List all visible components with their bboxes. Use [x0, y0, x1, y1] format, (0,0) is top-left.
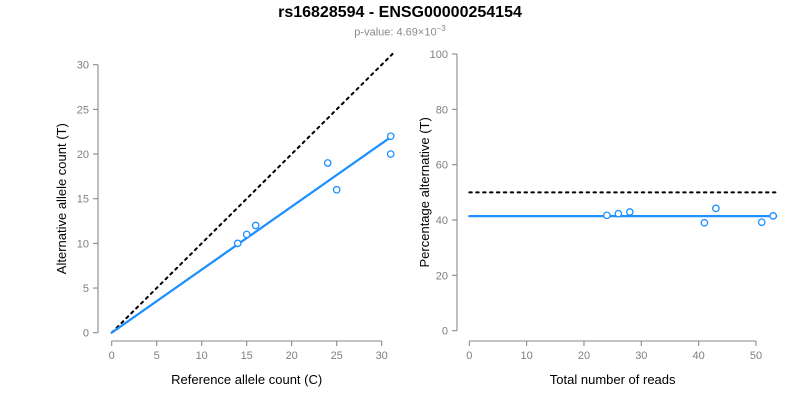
y-tick-label: 60	[436, 160, 448, 172]
y-tick-label: 40	[436, 215, 448, 227]
y-tick-label: 10	[77, 238, 89, 250]
y-tick-label: 0	[442, 326, 448, 338]
x-tick-label: 5	[154, 350, 160, 362]
data-point	[242, 230, 251, 239]
x-tick-label: 30	[376, 350, 388, 362]
x-tick-label: 40	[693, 350, 705, 362]
allele-counts-chart: 0 5 10 15 20 25 30 0 5 10 15 20 25 30 Reference allele…	[54, 52, 395, 387]
figure-title: rs16828594 - ENSG00000254154	[278, 4, 522, 21]
data-point	[614, 209, 623, 218]
pvalue-text: p-value: 4.69×10	[354, 26, 437, 39]
percentage-alternative-chart: 0 20 40 60 80 100 0 10 20 30 40 50 Total number of r…	[417, 49, 778, 387]
x-tick-label: 30	[635, 350, 647, 362]
x-axis-title: Total number of reads	[550, 372, 676, 387]
y-axis-title: Percentage alternative (T)	[417, 117, 432, 267]
x-tick-label: 20	[286, 350, 298, 362]
data-point	[757, 218, 766, 227]
x-tick-label: 15	[241, 350, 253, 362]
data-point	[251, 221, 260, 230]
x-tick-label: 50	[750, 350, 762, 362]
data-point	[386, 132, 395, 141]
y-axis-title: Alternative allele count (T)	[54, 123, 69, 274]
y-tick-label: 80	[436, 104, 448, 116]
figure-subtitle: p-value: 4.69×10−3	[0, 24, 800, 39]
data-point	[233, 239, 242, 248]
data-point	[769, 212, 778, 220]
x-tick-label: 25	[331, 350, 343, 362]
data-point	[332, 185, 341, 194]
y-tick-label: 20	[77, 149, 89, 161]
data-point	[700, 218, 709, 227]
data-point	[386, 150, 395, 158]
data-point	[626, 208, 634, 216]
y-tick-label: 15	[77, 194, 89, 206]
y-tick-label: 25	[77, 104, 89, 116]
pvalue-exponent: −3	[436, 24, 446, 33]
data-point	[712, 204, 720, 213]
fitted-ratio-line	[110, 134, 395, 334]
y-tick-label: 0	[83, 328, 89, 340]
y-tick-label: 20	[436, 270, 448, 282]
y-tick-label: 100	[430, 49, 448, 61]
data-point	[323, 159, 332, 167]
x-tick-label: 0	[109, 350, 115, 362]
x-tick-label: 10	[196, 350, 208, 362]
identity-expected-line	[110, 52, 394, 334]
y-tick-label: 30	[77, 60, 89, 72]
x-tick-label: 20	[578, 350, 590, 362]
x-axis-title: Reference allele count (C)	[171, 372, 322, 387]
y-tick-label: 5	[83, 283, 89, 295]
x-tick-label: 10	[521, 350, 533, 362]
x-tick-label: 0	[466, 350, 472, 362]
data-point	[603, 211, 611, 220]
